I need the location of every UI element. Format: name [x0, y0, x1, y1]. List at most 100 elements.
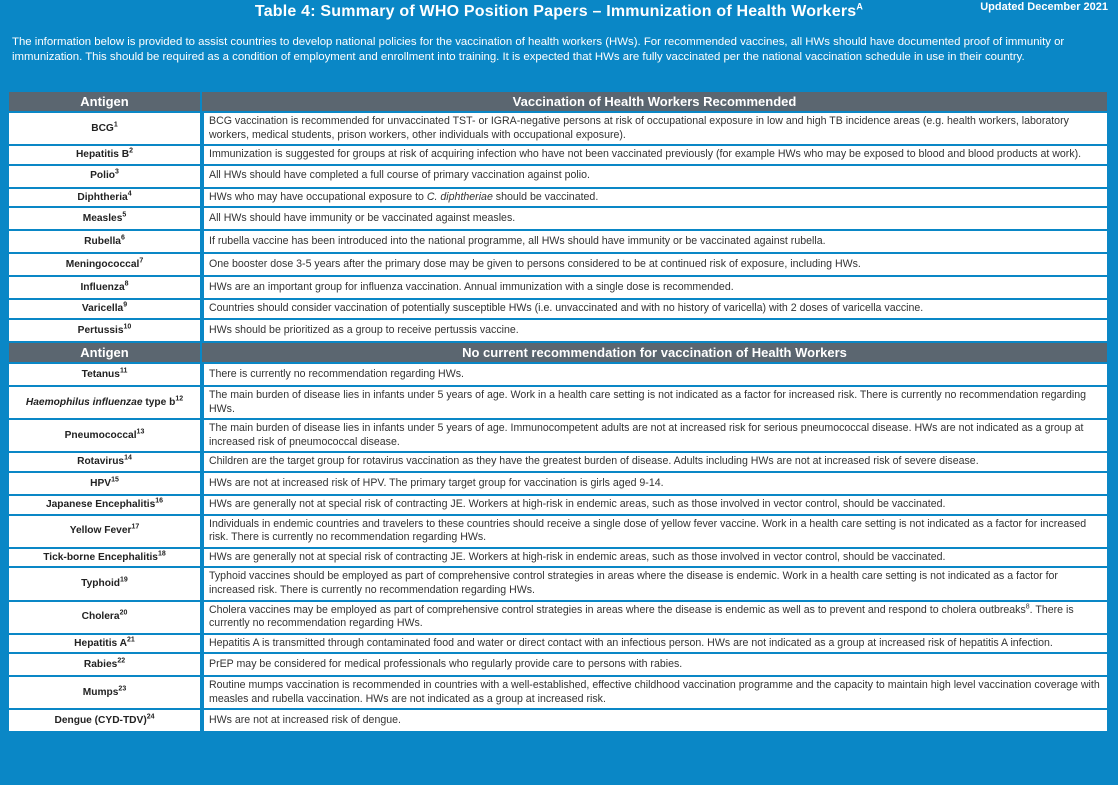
- recommendation-text: HWs are an important group for influenza…: [202, 277, 1107, 299]
- antigen-name-text: Japanese Encephalitis: [45, 498, 156, 510]
- antigen-name-italic: Haemophilus influenzae: [25, 396, 143, 408]
- antigen-name-text: Typhoid: [81, 578, 121, 590]
- recommendation-body: BCG vaccination is recommended for unvac…: [209, 115, 1069, 141]
- antigen-name: Tetanus11: [9, 363, 200, 385]
- recommendation-text: All HWs should have completed a full cou…: [202, 165, 1107, 187]
- page-title: Table 4: Summary of WHO Position Papers …: [0, 1, 1118, 21]
- antigen-name: Diphtheria4: [9, 188, 200, 207]
- recommendation-body: PrEP may be considered for medical profe…: [209, 657, 683, 670]
- table-row: Meningococcal7 One booster dose 3-5 years…: [9, 254, 1107, 276]
- recommendation-body: HWs are not at increased risk of dengue.: [209, 714, 401, 727]
- section1-header-row: Antigen Vaccination of Health Workers Rec…: [9, 92, 1107, 111]
- antigen-name: Meningococcal7: [9, 254, 200, 276]
- table-row: Hepatitis B2 Immunization is suggested fo…: [9, 146, 1107, 164]
- footnote-ref: 13: [136, 428, 145, 436]
- recommendation-body: HWs are an important group for influenza…: [209, 281, 734, 294]
- table-row: Haemophilus influenzae type b12 The main …: [9, 386, 1107, 419]
- antigen-name-text: BCG: [91, 122, 114, 134]
- recommendation-body: One booster dose 3-5 years after the pri…: [209, 258, 861, 271]
- footnote-ref: 16: [155, 497, 164, 505]
- footnote-ref: 22: [117, 657, 126, 665]
- antigen-name-text: Polio: [90, 170, 115, 182]
- footnote-ref: 2: [129, 147, 134, 155]
- recommendation-body: The main burden of disease lies in infan…: [209, 422, 1084, 448]
- recommendation-text: HWs who may have occupational exposure t…: [202, 188, 1107, 207]
- antigen-name-text: Hepatitis B: [75, 149, 130, 161]
- footnote-ref: 11: [119, 367, 128, 375]
- antigen-name: Cholera20: [9, 601, 200, 633]
- recommendation-body: Typhoid vaccines should be employed as p…: [209, 570, 1058, 596]
- footnote-ref: 5: [122, 211, 127, 219]
- recommendation-text: Routine mumps vaccination is recommended…: [202, 677, 1107, 709]
- antigen-name-text: Tick-borne Encephalitis: [43, 551, 158, 563]
- section2-header-row: Antigen No current recommendation for vac…: [9, 342, 1107, 362]
- recommendation-italic: C. diphtheriae: [426, 190, 493, 203]
- intro-paragraph: The information below is provided to ass…: [12, 36, 1065, 63]
- table-row: Pertussis10 HWs should be prioritized as …: [9, 319, 1107, 341]
- antigen-name: Rotavirus14: [9, 453, 200, 471]
- recommendation-body: HWs are not at increased risk of HPV. Th…: [209, 476, 664, 489]
- footnote-ref: 8: [1025, 602, 1030, 610]
- table-row: BCG1 BCG vaccination is recommended for u…: [9, 113, 1107, 145]
- table-row: Pneumococcal13 The main burden of disease…: [9, 420, 1107, 452]
- recommendation-body: Cholera vaccines may be employed as part…: [209, 603, 1026, 616]
- antigen-name-text: Hepatitis A: [74, 637, 128, 649]
- antigen-name: Mumps23: [9, 677, 200, 709]
- section-column-header: Vaccination of Health Workers Recommende…: [202, 92, 1107, 111]
- antigen-name: Polio3: [9, 165, 200, 187]
- recommendation-body: HWs are generally not at special risk of…: [209, 550, 946, 563]
- footnote-ref: 19: [120, 576, 128, 584]
- title-footnote: A: [856, 1, 864, 12]
- antigen-name: Rubella6: [9, 231, 200, 253]
- recommendation-body-cont: should be vaccinated.: [492, 190, 599, 203]
- footnote-ref: 9: [123, 301, 128, 309]
- antigen-name: Hepatitis B2: [9, 146, 200, 164]
- title-text: Table 4: Summary of WHO Position Papers …: [254, 3, 857, 20]
- table-row: Tetanus11 There is currently no recommend…: [9, 363, 1107, 385]
- recommendation-body: Individuals in endemic countries and tra…: [209, 517, 1087, 544]
- antigen-name: Influenza8: [9, 277, 200, 299]
- antigen-name-text: Meningococcal: [65, 259, 140, 271]
- antigen-name-text: Pertussis: [77, 324, 124, 336]
- antigen-name: Typhoid19: [9, 568, 200, 600]
- antigen-name-text: Dengue (CYD-TDV): [54, 715, 147, 727]
- antigen-name-text: Rotavirus: [77, 456, 125, 468]
- recommendation-body: HWs should be prioritized as a group to …: [209, 323, 519, 336]
- recommendation-text: All HWs should have immunity or be vacci…: [202, 208, 1107, 230]
- table-row: Japanese Encephalitis16 HWs are generally…: [9, 495, 1107, 514]
- antigen-name: HPV15: [9, 472, 200, 494]
- antigen-name: Dengue (CYD-TDV)24: [9, 710, 200, 732]
- antigen-name: Japanese Encephalitis16: [9, 495, 200, 514]
- table-row: HPV15 HWs are not at increased risk of HP…: [9, 472, 1107, 494]
- antigen-name: Varicella9: [9, 300, 200, 318]
- table-row: Cholera20 Cholera vaccines may be employe…: [9, 601, 1107, 633]
- table-row: Diphtheria4 HWs who may have occupational…: [9, 188, 1107, 207]
- recommendation-body-cont: . There is currently no recommendation r…: [209, 603, 1074, 630]
- footnote-ref: 15: [111, 476, 119, 484]
- footnote-ref: 14: [124, 454, 132, 462]
- recommendation-text: HWs are generally not at special risk of…: [202, 548, 1107, 567]
- footnote-ref: 20: [119, 609, 128, 617]
- updated-date: Updated December 2021: [980, 1, 1108, 13]
- antigen-name-text: Varicella: [81, 303, 124, 315]
- antigen-name: Measles5: [9, 208, 200, 230]
- antigen-name-text: Diphtheria: [77, 191, 128, 203]
- recommendation-body: The main burden of disease lies in infan…: [209, 388, 1086, 415]
- antigen-column-header: Antigen: [9, 342, 200, 362]
- recommendation-text: Cholera vaccines may be employed as part…: [202, 601, 1107, 633]
- recommendation-body: Children are the target group for rotavi…: [209, 455, 979, 468]
- antigen-name-text: Tetanus: [81, 368, 120, 380]
- table-row: Measles5 All HWs should have immunity or …: [9, 208, 1107, 230]
- recommendation-text: BCG vaccination is recommended for unvac…: [202, 113, 1107, 145]
- recommendation-text: The main burden of disease lies in infan…: [202, 386, 1107, 419]
- antigen-name-text: HPV: [90, 477, 112, 489]
- recommendation-body: Countries should consider vaccination of…: [209, 302, 924, 315]
- antigen-column-header: Antigen: [9, 92, 200, 111]
- antigen-name-text: Influenza: [80, 282, 125, 294]
- table-row: Influenza8 HWs are an important group for…: [9, 277, 1107, 299]
- footnote-ref: 8: [124, 280, 129, 288]
- recommendation-body: HWs are generally not at special risk of…: [209, 497, 946, 510]
- footnote-ref: 21: [127, 636, 135, 644]
- table-row: Hepatitis A21 Hepatitis A is transmitted …: [9, 634, 1107, 653]
- recommendation-body: HWs who may have occupational exposure t…: [209, 190, 427, 203]
